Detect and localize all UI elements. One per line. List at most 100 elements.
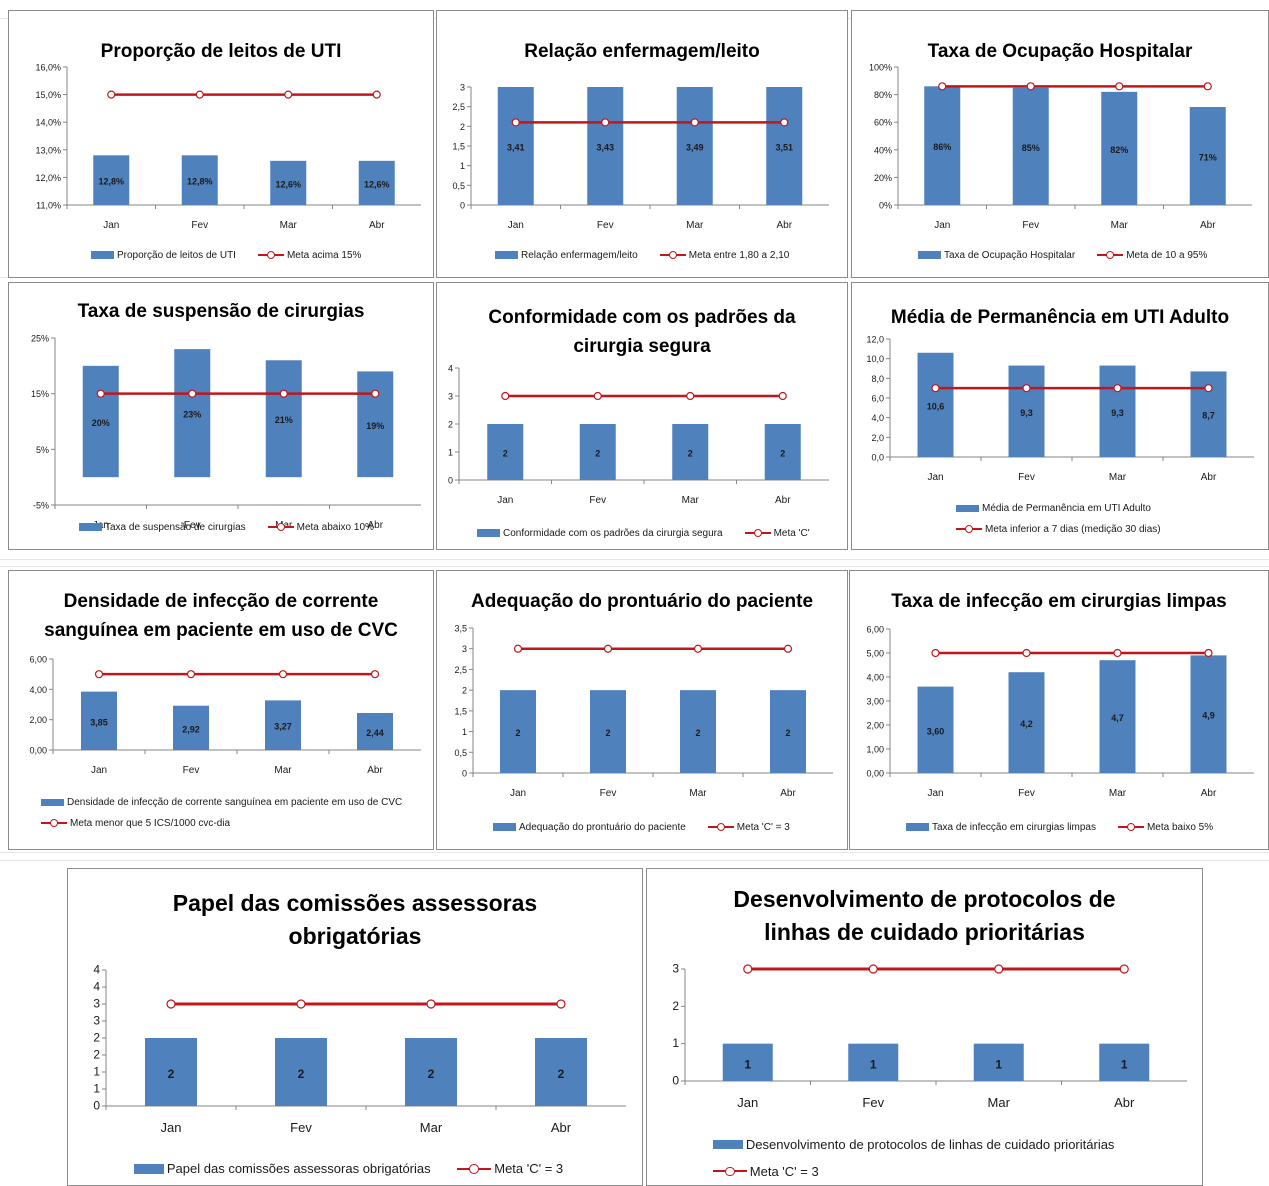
y-tick-label: 0 bbox=[462, 769, 467, 779]
bar-data-label: 85% bbox=[1022, 143, 1040, 153]
x-tick-label: Jan bbox=[508, 220, 524, 231]
x-tick-label: Fev bbox=[1022, 220, 1039, 231]
target-line-marker bbox=[931, 648, 940, 658]
bar bbox=[1008, 365, 1045, 457]
chart-panel: Proporção de leitos de UTI 11,0% 12,0% 13,0… bbox=[8, 10, 434, 278]
bar-data-label: 9,3 bbox=[1020, 408, 1033, 418]
y-tick-label: 11,0% bbox=[36, 201, 61, 211]
y-tick-label: 100% bbox=[869, 63, 892, 73]
legend-line-swatch bbox=[1097, 249, 1124, 261]
y-tick-label: 1 bbox=[93, 1065, 100, 1079]
x-tick-label: Fev bbox=[1018, 472, 1035, 483]
bar bbox=[265, 700, 301, 750]
y-tick-label: 3,5 bbox=[454, 624, 467, 634]
bar-data-label: 2,92 bbox=[182, 724, 200, 734]
target-line-marker bbox=[778, 391, 787, 401]
bar bbox=[1012, 87, 1049, 205]
legend-label: Meta de 10 a 95% bbox=[1126, 249, 1208, 261]
x-tick-label: Jan bbox=[91, 765, 107, 776]
legend-bar-swatch bbox=[495, 251, 518, 259]
x-tick-label: Jan bbox=[510, 788, 526, 799]
chart-plot: 0 0,5 1 1,5 2 2,5 3 3,5 Jan 2 Fev 2 Mar 2 Abr 2 bbox=[454, 624, 833, 799]
legend-label: Meta 'C' bbox=[773, 527, 810, 539]
y-tick-label: 2 bbox=[672, 999, 679, 1013]
y-tick-label: 20% bbox=[874, 173, 892, 183]
y-tick-label: 0,00 bbox=[866, 769, 884, 779]
x-tick-label: Jan bbox=[497, 495, 513, 506]
legend-line-swatch bbox=[707, 821, 734, 833]
bar-data-label: 4,7 bbox=[1111, 713, 1124, 723]
bar-data-label: 2 bbox=[428, 1067, 435, 1081]
bar-data-label: 2 bbox=[695, 728, 700, 738]
y-tick-label: 2,5 bbox=[452, 102, 465, 112]
x-tick-label: Mar bbox=[420, 1120, 443, 1135]
x-tick-label: Jan bbox=[934, 220, 950, 231]
legend-label: Taxa de infecção em cirurgias limpas bbox=[932, 821, 1096, 833]
chart-panel: Média de Permanência em UTI Adulto 0,0 2,0… bbox=[851, 282, 1269, 550]
y-tick-label: 2 bbox=[93, 1031, 100, 1045]
bar bbox=[487, 424, 524, 480]
bar-data-label: 1 bbox=[995, 1057, 1002, 1071]
target-line-marker bbox=[868, 964, 878, 974]
chart-title: Conformidade com os padrões da cirurgia s… bbox=[488, 307, 796, 357]
bar-data-label: 1 bbox=[744, 1057, 751, 1071]
y-tick-label: 2,0 bbox=[871, 433, 884, 443]
bar bbox=[848, 1043, 899, 1081]
x-tick-label: Abr bbox=[1114, 1095, 1135, 1110]
bar bbox=[680, 690, 716, 773]
bar bbox=[357, 712, 393, 750]
legend-line-swatch bbox=[956, 523, 982, 535]
legend-bar-swatch bbox=[713, 1139, 743, 1150]
y-tick-label: 1 bbox=[448, 448, 453, 458]
bar-data-label: 1 bbox=[870, 1057, 877, 1071]
bar-data-label: 2 bbox=[605, 728, 610, 738]
x-tick-label: Mar bbox=[1109, 472, 1127, 483]
x-tick-label: Jan bbox=[103, 220, 119, 231]
target-line-marker bbox=[693, 644, 703, 653]
bar-data-label: 2 bbox=[298, 1067, 305, 1081]
target-line-marker bbox=[1113, 648, 1122, 658]
chart-legend: Taxa de suspensão de cirurgias Meta abaix… bbox=[79, 521, 374, 533]
target-line-marker bbox=[296, 999, 306, 1009]
y-tick-label: 0 bbox=[460, 201, 465, 211]
target-line-marker bbox=[743, 964, 753, 974]
x-tick-label: Mar bbox=[686, 220, 704, 231]
x-tick-label: Fev bbox=[290, 1120, 312, 1135]
chart-title: Taxa de Ocupação Hospitalar bbox=[927, 41, 1193, 62]
y-tick-label: 1,5 bbox=[452, 142, 465, 152]
bar-data-label: 10,6 bbox=[927, 401, 945, 411]
x-tick-label: Jan bbox=[737, 1095, 758, 1110]
y-tick-label: 0,5 bbox=[454, 748, 467, 758]
chart-panel: Desenvolvimento de protocolos de linhas d… bbox=[646, 868, 1203, 1186]
bar-data-label: 2 bbox=[515, 728, 520, 738]
bar-data-label: 21% bbox=[275, 415, 293, 425]
chart-title: Densidade de infecção de corrente sanguín… bbox=[44, 591, 398, 641]
y-tick-label: 2,00 bbox=[866, 721, 884, 731]
legend-line-swatch bbox=[267, 521, 294, 533]
x-tick-label: Fev bbox=[600, 788, 617, 799]
bar bbox=[173, 705, 209, 750]
target-line-marker bbox=[603, 644, 613, 653]
chart-panel: Densidade de infecção de corrente sanguín… bbox=[8, 570, 434, 850]
bar bbox=[358, 160, 395, 205]
target-line-marker bbox=[593, 391, 602, 401]
bar bbox=[587, 87, 624, 205]
bar-data-label: 3,43 bbox=[596, 143, 614, 153]
chart-title: Adequação do prontuário do paciente bbox=[470, 591, 814, 612]
x-tick-label: Jan bbox=[927, 472, 943, 483]
y-tick-label: 2,5 bbox=[454, 665, 467, 675]
legend-line-swatch bbox=[659, 249, 686, 261]
target-line-marker bbox=[931, 384, 940, 393]
bar-data-label: 3,85 bbox=[90, 717, 108, 727]
y-tick-label: 5,00 bbox=[866, 649, 884, 659]
x-tick-label: Mar bbox=[689, 788, 707, 799]
x-tick-label: Mar bbox=[1111, 220, 1129, 231]
legend-line-swatch bbox=[257, 249, 284, 261]
y-tick-label: 0 bbox=[93, 1099, 100, 1113]
bar-data-label: 23% bbox=[183, 410, 201, 420]
bar-data-label: 2,44 bbox=[366, 728, 384, 738]
bar-data-label: 2 bbox=[558, 1067, 565, 1081]
bar-data-label: 3,49 bbox=[686, 143, 704, 153]
y-tick-label: 3 bbox=[93, 997, 100, 1011]
chart-panel: Taxa de infecção em cirurgias limpas 0,00… bbox=[849, 570, 1269, 850]
